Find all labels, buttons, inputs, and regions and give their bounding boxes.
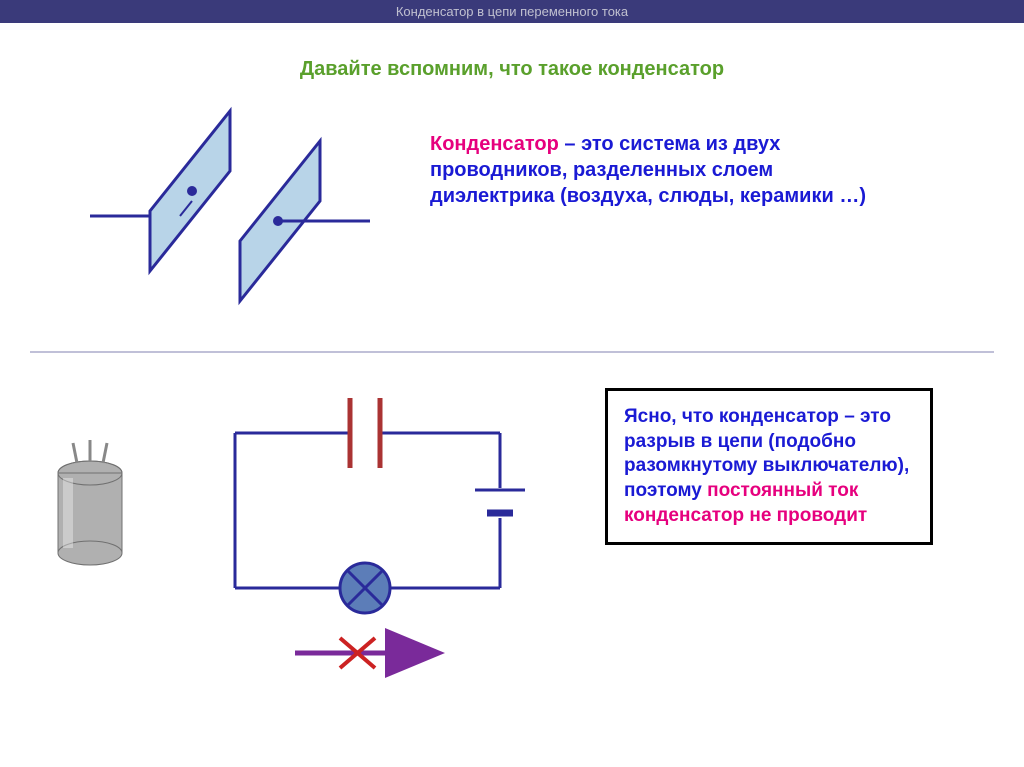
subtitle-text: Давайте вспомним, что такое конденсатор [300,58,724,80]
title-text: Конденсатор в цепи переменного тока [396,4,628,19]
bottom-section: Ясно, что конденсатор – это разрыв в цеп… [0,378,1024,688]
explanation-box: Ясно, что конденсатор – это разрыв в цеп… [605,388,933,545]
capacitor-photo [35,438,145,593]
capacitor-plates-diagram [80,101,380,331]
subtitle: Давайте вспомним, что такое конденсатор [0,58,1024,81]
title-bar: Конденсатор в цепи переменного тока [0,0,1024,23]
definition-block: Конденсатор – это система из двух провод… [430,131,870,209]
circuit-diagram [175,378,565,688]
definition-term: Конденсатор [430,133,559,155]
section-divider [30,351,994,353]
top-section: Конденсатор – это система из двух провод… [0,101,1024,331]
